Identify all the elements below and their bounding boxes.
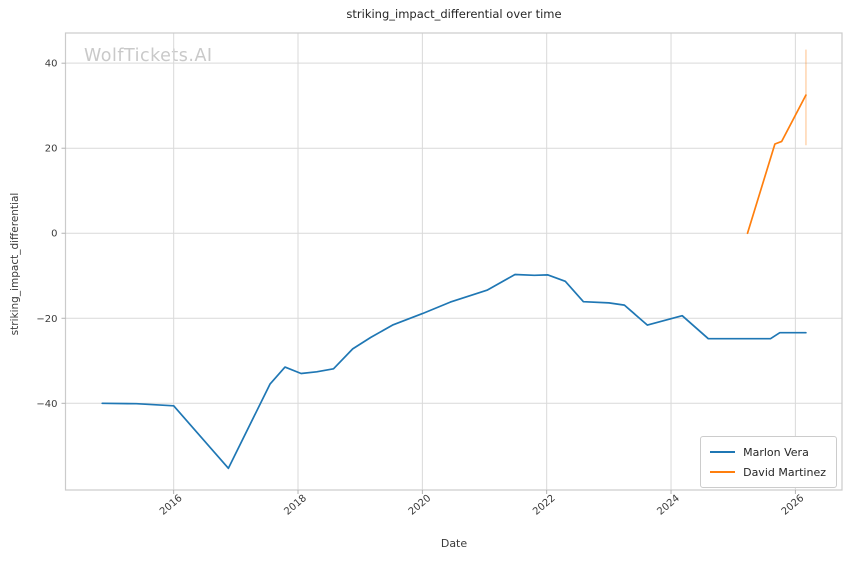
legend-line-swatch-orange [710,471,736,473]
legend-item-david-martinez: David Martinez [710,462,826,482]
gridlines [65,33,842,490]
legend-label: David Martinez [743,465,826,479]
x-tick-label: 2024 [655,493,682,518]
line-marlon-vera [101,273,807,470]
legend: Marlon Vera David Martinez [700,436,837,488]
y-tick-label: 40 [45,59,58,70]
chart-title: striking_impact_differential over time [346,7,562,21]
line-david-martinez [746,94,807,235]
y-tick-label: 0 [51,229,57,240]
legend-label: Marlon Vera [743,445,809,459]
x-tick-label: 2022 [531,493,558,518]
watermark: WolfTickets.AI [84,46,213,66]
x-tick-label: 2020 [407,493,434,518]
x-tick-label: 2016 [158,493,185,518]
x-tick-label: 2026 [780,493,807,518]
plot-border [64,32,843,491]
tick-labels: 2016 2018 2020 2022 2024 2026 −40 −20 0 20 40 [36,59,806,518]
legend-item-marlon-vera: Marlon Vera [710,442,826,462]
legend-line-swatch-blue [710,451,736,453]
y-tick-label: −40 [36,399,57,410]
y-tick-label: 20 [45,144,58,155]
x-axis-label: Date [440,537,468,550]
y-tick-label: −20 [36,314,57,325]
x-tick-label: 2018 [282,493,309,518]
